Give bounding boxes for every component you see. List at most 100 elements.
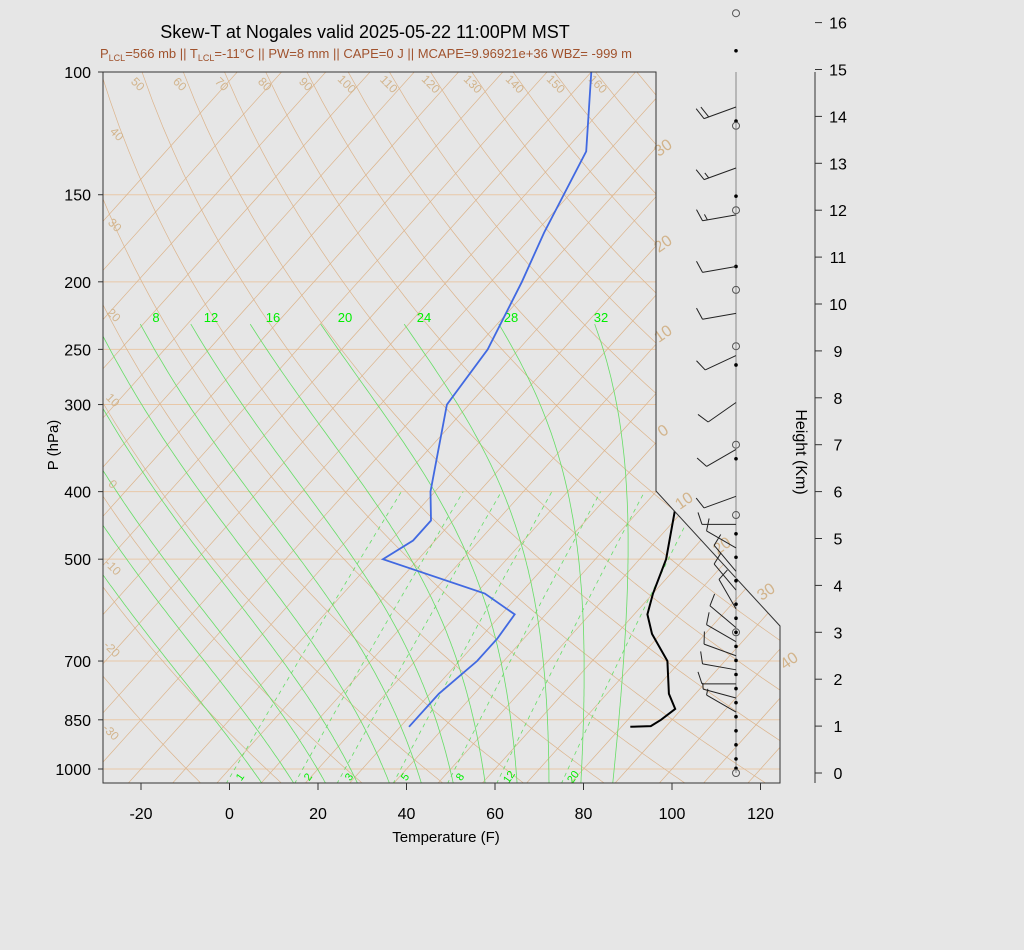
dry-adiabat-line: [347, 72, 780, 783]
wind-calm-circle: [732, 342, 740, 351]
mixing-ratio-line: [294, 491, 464, 783]
mixing-ratio-label: 2: [302, 771, 315, 783]
wind-barb: [706, 518, 737, 549]
isotherm-line: [103, 72, 695, 783]
isotherm-line: [103, 72, 606, 783]
mixing-ratio-label: 5: [399, 771, 412, 783]
moist-adiabat-line: [103, 323, 327, 783]
wind-dot: [734, 630, 738, 635]
dry-adiabat-line: [103, 72, 606, 783]
dry-adiabat-line: [103, 72, 202, 783]
chart-subtitle: PLCL=566 mb || TLCL=-11°C || PW=8 mm || …: [100, 46, 632, 63]
wind-dot: [734, 743, 738, 747]
isotherm-line: [836, 56, 1024, 783]
mixing-ratio-line: [336, 491, 502, 783]
isotherm-line: [103, 72, 473, 783]
isotherm-line: [103, 72, 739, 783]
dry-adiabat-line: [843, 72, 1024, 784]
x-axis-label: Temperature (F): [392, 829, 500, 846]
height-tick-label: 12: [829, 203, 847, 220]
pressure-tick-label: 300: [64, 398, 91, 415]
temp-tick-label: 120: [747, 806, 774, 823]
pressure-tick-label: 700: [64, 654, 91, 671]
wind-dot: [734, 555, 738, 560]
wind-barbs: [695, 9, 740, 777]
pressure-tick-label: 200: [64, 275, 91, 292]
isotherm-line: [481, 72, 780, 783]
moist-adiabat-line: [594, 323, 629, 783]
height-tick-label: 14: [829, 109, 847, 126]
y-axis-label: P (hPa): [45, 420, 62, 471]
wetbulb-label: 12: [204, 310, 218, 325]
height-tick-label: 2: [834, 672, 843, 689]
temp-tick-label: 0: [225, 806, 234, 823]
adiabat-label: 40: [777, 649, 801, 673]
dry-adiabat-line: [884, 72, 1024, 784]
wind-barb: [697, 512, 736, 525]
wind-calm-circle: [732, 628, 740, 637]
dry-adiabat-line: [103, 72, 687, 783]
adiabat-label: 0: [655, 422, 672, 441]
mixing-ratio-line: [560, 491, 703, 783]
wind-dot: [734, 194, 738, 198]
temp-tick-label: 40: [398, 806, 416, 823]
temp-tick-label: 60: [486, 806, 504, 823]
isotherm-line: [103, 72, 429, 783]
wind-calm-circle: [732, 206, 740, 215]
wetbulb-label: 20: [338, 310, 352, 325]
height-tick-label: 4: [834, 578, 843, 595]
isotherm-line: [103, 72, 650, 783]
temp-tick-label: 80: [575, 806, 593, 823]
height-tick-label: 15: [829, 63, 847, 80]
height-tick-label: 3: [834, 625, 843, 642]
wind-dot: [734, 686, 738, 691]
wind-dot: [734, 602, 738, 606]
mixing-ratio-label: 8: [454, 771, 467, 783]
wind-barb: [696, 307, 737, 320]
isotherm-line: [525, 72, 780, 783]
height-tick-label: 5: [834, 532, 843, 549]
wind-dot: [734, 672, 738, 677]
isotherm-line: [103, 72, 518, 783]
isotherm-line: [103, 72, 562, 783]
wind-barb: [695, 167, 737, 181]
pressure-tick-label: 150: [64, 188, 91, 205]
height-tick-label: 16: [829, 16, 847, 33]
pressure-tick-label: 250: [64, 342, 91, 359]
wind-barb: [713, 553, 737, 591]
isotherm-line: [746, 72, 780, 783]
dry-adiabat-line: [182, 72, 780, 783]
pressure-tick-label: 500: [64, 552, 91, 569]
wind-barb: [700, 651, 737, 671]
temp-tick-label: -20: [129, 806, 152, 823]
wind-barb: [703, 631, 737, 657]
wind-calm-circle: [732, 511, 740, 520]
chart-title: Skew-T at Nogales valid 2025-05-22 11:00…: [160, 22, 570, 42]
moist-adiabat-line: [103, 323, 391, 783]
height-tick-label: 0: [834, 766, 843, 783]
isotherm-line: [614, 72, 780, 783]
wind-dot: [734, 700, 738, 705]
wind-dot: [734, 757, 738, 761]
isotherm-line: [103, 72, 252, 783]
background-grid: [103, 56, 1024, 784]
dry-adiabat-line: [103, 72, 525, 783]
mixing-ratio-label: 20: [565, 769, 582, 786]
isotherm-line: [791, 56, 1024, 783]
height-tick-label: 6: [834, 485, 843, 502]
wind-barb: [696, 448, 737, 467]
isotherm-line: [658, 72, 780, 783]
moist-adiabat-line: [190, 323, 454, 783]
isotherm-line: [569, 72, 780, 783]
isotherm-line: [880, 56, 1024, 783]
wind-calm-circle: [732, 9, 740, 18]
wind-barb: [695, 106, 737, 120]
moist-adiabat-line: [103, 323, 263, 783]
wind-barb: [709, 593, 737, 628]
height-tick-label: 8: [834, 391, 843, 408]
wetbulb-label: 8: [152, 310, 159, 325]
wind-barb: [702, 682, 737, 699]
